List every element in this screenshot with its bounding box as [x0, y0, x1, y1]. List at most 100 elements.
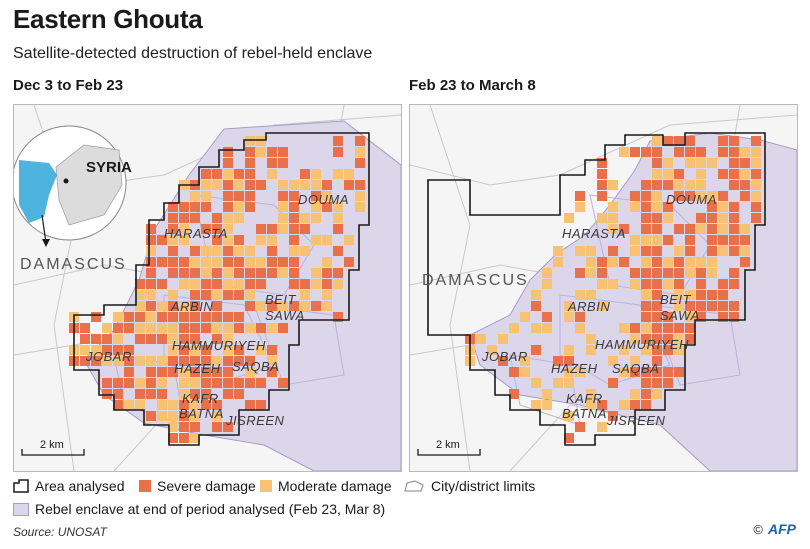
- damage-cell: [212, 323, 222, 333]
- damage-cell: [146, 356, 156, 366]
- damage-cell: [630, 279, 640, 289]
- damage-cell: [531, 301, 541, 311]
- damage-cell: [146, 279, 156, 289]
- damage-cell: [157, 312, 167, 322]
- damage-cell: [289, 279, 299, 289]
- damage-cell: [333, 224, 343, 234]
- page-subtitle: Satellite-detected destruction of rebel-…: [13, 45, 373, 62]
- damage-cell: [212, 411, 222, 421]
- damage-cell: [751, 191, 761, 201]
- damage-cell: [641, 312, 651, 322]
- damage-cell: [113, 345, 123, 355]
- damage-cell: [179, 279, 189, 289]
- damage-cell: [311, 202, 321, 212]
- damage-cell: [674, 290, 684, 300]
- damage-cell: [278, 301, 288, 311]
- damage-cell: [91, 356, 101, 366]
- damage-cell: [597, 301, 607, 311]
- damage-cell: [135, 389, 145, 399]
- damage-cell: [234, 356, 244, 366]
- damage-cell: [190, 389, 200, 399]
- damage-cell: [245, 136, 255, 146]
- damage-cell: [355, 180, 365, 190]
- damage-cell: [575, 422, 585, 432]
- damage-cell: [355, 202, 365, 212]
- damage-cell: [674, 257, 684, 267]
- damage-cell: [234, 268, 244, 278]
- douma-label-right: DOUMA: [666, 192, 717, 207]
- damage-cell: [223, 279, 233, 289]
- damage-cell: [234, 257, 244, 267]
- damage-cell: [707, 202, 717, 212]
- damage-cell: [652, 257, 662, 267]
- damage-cell: [234, 279, 244, 289]
- damage-cell: [575, 312, 585, 322]
- damage-cell: [685, 268, 695, 278]
- damage-cell: [729, 169, 739, 179]
- damage-cell: [223, 191, 233, 201]
- copyright-symbol: ©: [753, 521, 763, 537]
- damage-cell: [245, 279, 255, 289]
- damage-cell: [553, 246, 563, 256]
- damage-cell: [146, 224, 156, 234]
- damage-cell: [597, 400, 607, 410]
- damage-cell: [124, 367, 134, 377]
- damage-cell: [740, 191, 750, 201]
- damage-cell: [267, 323, 277, 333]
- damage-cell: [256, 136, 266, 146]
- damage-cell: [245, 246, 255, 256]
- damage-cell: [641, 213, 651, 223]
- damage-cell: [751, 158, 761, 168]
- damage-cell: [652, 169, 662, 179]
- legend-severe-label: Severe damage: [157, 478, 256, 494]
- damage-cell: [245, 301, 255, 311]
- saqba-label: SAQBA: [232, 359, 279, 374]
- legend-moderate-label: Moderate damage: [278, 478, 392, 494]
- damage-cell: [256, 268, 266, 278]
- damage-cell: [531, 345, 541, 355]
- damage-cell: [322, 301, 332, 311]
- damage-cell: [729, 312, 739, 322]
- damage-cell: [641, 191, 651, 201]
- damage-cell: [245, 180, 255, 190]
- damage-cell: [157, 378, 167, 388]
- damage-cell: [168, 411, 178, 421]
- damage-cell: [168, 224, 178, 234]
- damage-cell: [223, 367, 233, 377]
- damage-cell: [718, 213, 728, 223]
- damage-cell: [652, 180, 662, 190]
- damage-cell: [234, 290, 244, 300]
- damage-cell: [234, 345, 244, 355]
- damage-cell: [146, 290, 156, 300]
- damage-cell: [685, 224, 695, 234]
- damage-cell: [718, 224, 728, 234]
- damage-cell: [663, 202, 673, 212]
- damage-cell: [498, 334, 508, 344]
- damage-cell: [344, 169, 354, 179]
- damage-cell: [333, 213, 343, 223]
- damage-cell: [630, 246, 640, 256]
- damage-cell: [157, 279, 167, 289]
- damage-cell: [641, 345, 651, 355]
- damage-cell: [168, 301, 178, 311]
- damage-cell: [564, 301, 574, 311]
- damage-cell: [179, 345, 189, 355]
- damage-cell: [663, 323, 673, 333]
- damage-cell: [223, 147, 233, 157]
- damage-cell: [190, 323, 200, 333]
- damage-cell: [179, 389, 189, 399]
- arbin-label-right: ARBIN: [567, 299, 610, 314]
- damage-cell: [663, 180, 673, 190]
- saqba-label-right: SAQBA: [612, 361, 659, 376]
- damage-cell: [707, 213, 717, 223]
- damage-cell: [157, 367, 167, 377]
- damage-cell: [201, 268, 211, 278]
- damage-cell: [663, 367, 673, 377]
- damage-cell: [179, 367, 189, 377]
- damage-cell: [718, 169, 728, 179]
- damage-cell: [641, 246, 651, 256]
- damage-cell: [146, 312, 156, 322]
- damage-cell: [564, 356, 574, 366]
- damage-cell: [322, 235, 332, 245]
- damage-cell: [223, 180, 233, 190]
